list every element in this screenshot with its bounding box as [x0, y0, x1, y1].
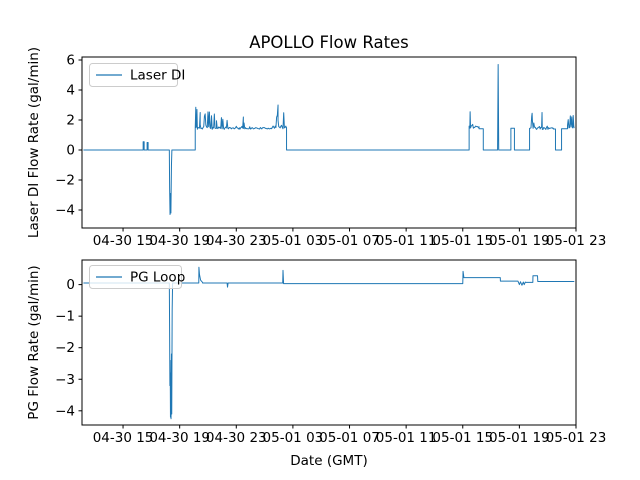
x-tick-label: 04-30 23 [206, 430, 267, 446]
legend-laser-di: Laser DI [89, 63, 185, 87]
x-tick-label: 05-01 03 [263, 430, 324, 446]
series-line-laser-di [83, 64, 575, 215]
y-tick-label: 0 [66, 277, 75, 293]
x-tick-label: 05-01 07 [319, 233, 380, 249]
axes-spines [81, 56, 577, 229]
legend-frame [89, 63, 178, 87]
axes-spines [81, 259, 577, 426]
y-tick-label: 4 [66, 83, 75, 99]
y-tick-label: −4 [55, 203, 75, 219]
x-axis-label: Date (GMT) [290, 453, 367, 469]
x-tick-label: 04-30 19 [149, 233, 210, 249]
x-tick-label: 05-01 15 [432, 233, 493, 249]
x-tick-label: 05-01 19 [489, 233, 550, 249]
x-tick-label: 05-01 15 [432, 430, 493, 446]
x-tick-label: 05-01 11 [376, 430, 437, 446]
legend-pg-loop: PG Loop [89, 265, 185, 289]
x-tick-label: 05-01 19 [489, 430, 550, 446]
x-tick-label: 04-30 15 [93, 233, 154, 249]
y-tick-label: −4 [55, 403, 75, 419]
top-y-axis-label: Laser DI Flow Rate (gal/min) [26, 47, 42, 238]
x-tick-label: 04-30 15 [93, 430, 154, 446]
y-tick-label: −2 [55, 173, 75, 189]
y-tick-label: −1 [55, 309, 75, 325]
series-line-pg-loop [83, 266, 575, 420]
legend-label-laser-di: Laser DI [130, 68, 185, 84]
x-tick-label: 05-01 23 [546, 430, 607, 446]
y-tick-label: −3 [55, 372, 75, 388]
x-tick-label: 05-01 23 [546, 233, 607, 249]
x-tick-label: 05-01 11 [376, 233, 437, 249]
x-tick-label: 05-01 03 [263, 233, 324, 249]
y-tick-label: −2 [55, 340, 75, 356]
x-tick-label: 04-30 23 [206, 233, 267, 249]
y-tick-label: 2 [66, 113, 75, 129]
y-tick-label: 0 [66, 143, 75, 159]
x-tick-label: 04-30 19 [149, 430, 210, 446]
legend-label-pg-loop: PG Loop [130, 270, 185, 286]
legend-frame [89, 265, 182, 289]
bottom-y-axis-label: PG Flow Rate (gal/min) [26, 265, 42, 419]
x-tick-label: 05-01 07 [319, 430, 380, 446]
y-tick-label: 6 [66, 53, 75, 69]
chart-title: APOLLO Flow Rates [249, 33, 409, 52]
